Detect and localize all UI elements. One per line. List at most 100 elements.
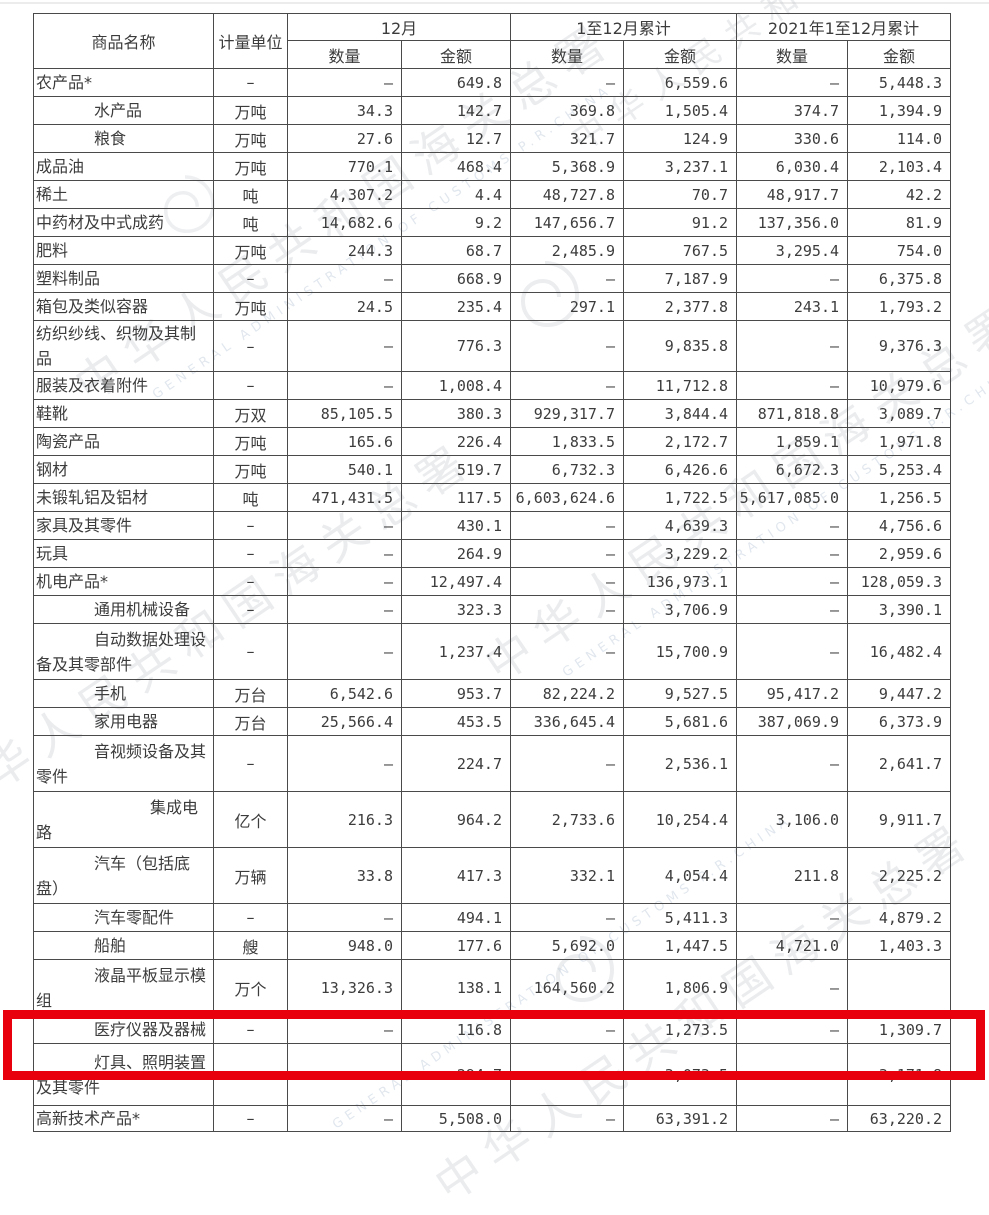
product-name-line: 备及其零部件	[36, 654, 133, 674]
dec-qty-cell: 85,105.5	[287, 399, 402, 428]
prev-qty-cell: –	[736, 623, 849, 680]
product-name-line: 成品油	[36, 157, 85, 176]
prev-qty-cell: 137,356.0	[736, 208, 849, 237]
product-name-cell: 家用电器	[33, 707, 214, 736]
cum-amt-cell: 2,536.1	[622, 735, 738, 792]
product-name-line: 手机	[94, 684, 127, 703]
product-name-cell: 服装及衣着附件	[33, 371, 214, 400]
prev-qty-cell: –	[736, 735, 849, 792]
dec-qty-cell: –	[287, 511, 402, 540]
prev-amt-cell: 2,103.4	[847, 152, 952, 181]
product-name-line: 鞋靴	[36, 404, 69, 423]
unit-cell: –	[213, 264, 288, 293]
dec-qty-cell: –	[287, 68, 402, 97]
table-row: 塑料制品 – –668.9–7,187.9–6,375.8	[33, 264, 952, 293]
product-name-cell: 家具及其零件	[33, 511, 214, 540]
dec-qty-cell: 6,542.6	[287, 679, 402, 708]
header-row-groups: 商品名称 计量单位 12月 1至12月累计 2021年1至12月累计	[33, 13, 952, 69]
table-row: 音视频设备及其 零件 – –224.7–2,536.1–2,641.7	[33, 735, 952, 792]
table-row: 成品油 万吨 770.1 468.4 5,368.9 3,237.1 6,030.4 2,10…	[33, 152, 952, 181]
table-row: 液晶平板显示模组万个 13,326.3 138.1 164,560.2 1,806.9–	[33, 959, 952, 1016]
unit-cell: 万吨	[213, 427, 288, 456]
table-row: 鞋靴 万双 85,105.5 380.3 929,317.7 3,844.4 871,818…	[33, 399, 952, 428]
unit-cell: –	[213, 1105, 288, 1132]
product-name-line: 路	[36, 822, 53, 842]
product-name-line: 船舶	[94, 936, 127, 955]
dec-amt-cell: 668.9	[401, 264, 511, 293]
dec-qty-cell: –	[287, 903, 402, 932]
product-name-cell: 船舶	[33, 931, 214, 960]
prev-qty-cell: –	[736, 959, 849, 1016]
dec-amt-cell: 953.7	[401, 679, 511, 708]
unit-cell: –	[213, 68, 288, 97]
prev-amt-cell: 81.9	[847, 208, 952, 237]
cum-amt-cell: 7,187.9	[622, 264, 738, 293]
product-name-line: 医疗仪器及器械	[94, 1020, 207, 1039]
unit-cell: 万吨	[213, 292, 288, 321]
unit-cell: –	[213, 511, 288, 540]
table-row: 未锻轧铝及铝材 吨 471,431.5 117.5 6,603,624.6 1,722.5…	[33, 483, 952, 512]
dec-qty-cell: 244.3	[287, 236, 402, 265]
table-row: 服装及衣着附件 – –1,008.4–11,712.8–10,979.6	[33, 371, 952, 400]
dec-amt-cell: 142.7	[401, 96, 511, 125]
cum-amt-cell: 6,559.6	[622, 68, 738, 97]
dec-amt-cell: 68.7	[401, 236, 511, 265]
dec-qty-cell: 24.5	[287, 292, 402, 321]
dec-amt-cell: 964.2	[401, 791, 511, 848]
cum-amt-cell: 6,426.6	[622, 455, 738, 484]
cum-amt-cell: 1,273.5	[622, 1015, 738, 1044]
cum-qty-cell: –	[510, 623, 624, 680]
cum-qty-cell: –	[510, 735, 624, 792]
product-name-line: 组	[36, 990, 53, 1010]
product-name-cell: 高新技术产品*	[33, 1105, 214, 1132]
table-row: 手机 万台 6,542.6 953.7 82,224.2 9,527.5 95,417.2 9…	[33, 679, 952, 708]
product-name-cell: 液晶平板显示模组	[33, 959, 214, 1016]
prev-qty-cell: –	[736, 1105, 849, 1132]
product-name-cell: 玩具	[33, 539, 214, 568]
cum-qty-cell: –	[510, 511, 624, 540]
dec-amt-cell: 519.7	[401, 455, 511, 484]
prev-qty-cell: 95,417.2	[736, 679, 849, 708]
cum-qty-cell: 369.8	[510, 96, 624, 125]
cum-amt-cell: 5,681.6	[622, 707, 738, 736]
cum-amt-cell: 4,054.4	[622, 847, 738, 904]
product-name-line: 水产品	[94, 101, 143, 120]
product-name-cell: 手机	[33, 679, 214, 708]
cum-amt-cell: 3,706.9	[622, 595, 738, 624]
prev-amt-cell: 3,171.8	[847, 1043, 952, 1106]
dec-qty-cell: –	[287, 1015, 402, 1044]
prev-qty-cell: 1,859.1	[736, 427, 849, 456]
dec-amt-cell: 177.6	[401, 931, 511, 960]
table-row: 集成电路亿个 216.3 964.2 2,733.6 10,254.4 3,106.0 9,…	[33, 791, 952, 848]
prev-amt-cell: 128,059.3	[847, 567, 952, 596]
unit-cell: 万个	[213, 959, 288, 1016]
product-name-line: 盘）	[36, 878, 69, 898]
cum-amt-cell: 5,411.3	[622, 903, 738, 932]
dec-amt-cell: 5,508.0	[401, 1105, 511, 1132]
product-name-line: 汽车（包括底	[94, 853, 191, 873]
prev-amt-cell: 9,447.2	[847, 679, 952, 708]
unit-cell: 万吨	[213, 455, 288, 484]
dec-amt-cell: 235.4	[401, 292, 511, 321]
cum-qty-cell: 332.1	[510, 847, 624, 904]
header-group-december: 12月	[287, 13, 511, 41]
dec-amt-cell: 264.9	[401, 539, 511, 568]
cum-qty-cell: –	[510, 1043, 624, 1106]
cum-amt-cell: 1,505.4	[622, 96, 738, 125]
prev-amt-cell: 3,089.7	[847, 399, 952, 428]
dec-amt-cell: 1,237.4	[401, 623, 511, 680]
prev-amt-cell	[847, 959, 952, 1016]
prev-qty-cell: 387,069.9	[736, 707, 849, 736]
dec-amt-cell: 776.3	[401, 320, 511, 372]
table-row: 机电产品* – –12,497.4–136,973.1–128,059.3	[33, 567, 952, 596]
prev-amt-cell: 754.0	[847, 236, 952, 265]
prev-amt-cell: 1,971.8	[847, 427, 952, 456]
header-row-subcolumns: 数量 金额 数量 金额 数量 金额	[34, 40, 952, 69]
prev-qty-cell: 330.6	[736, 124, 849, 153]
cum-amt-cell: 767.5	[622, 236, 738, 265]
prev-amt-cell: 3,390.1	[847, 595, 952, 624]
product-name-cell: 灯具、照明装置 及其零件	[33, 1043, 214, 1106]
product-name-line: 玩具	[36, 544, 69, 563]
prev-amt-cell: 1,793.2	[847, 292, 952, 321]
product-name-cell: 稀土	[33, 180, 214, 209]
